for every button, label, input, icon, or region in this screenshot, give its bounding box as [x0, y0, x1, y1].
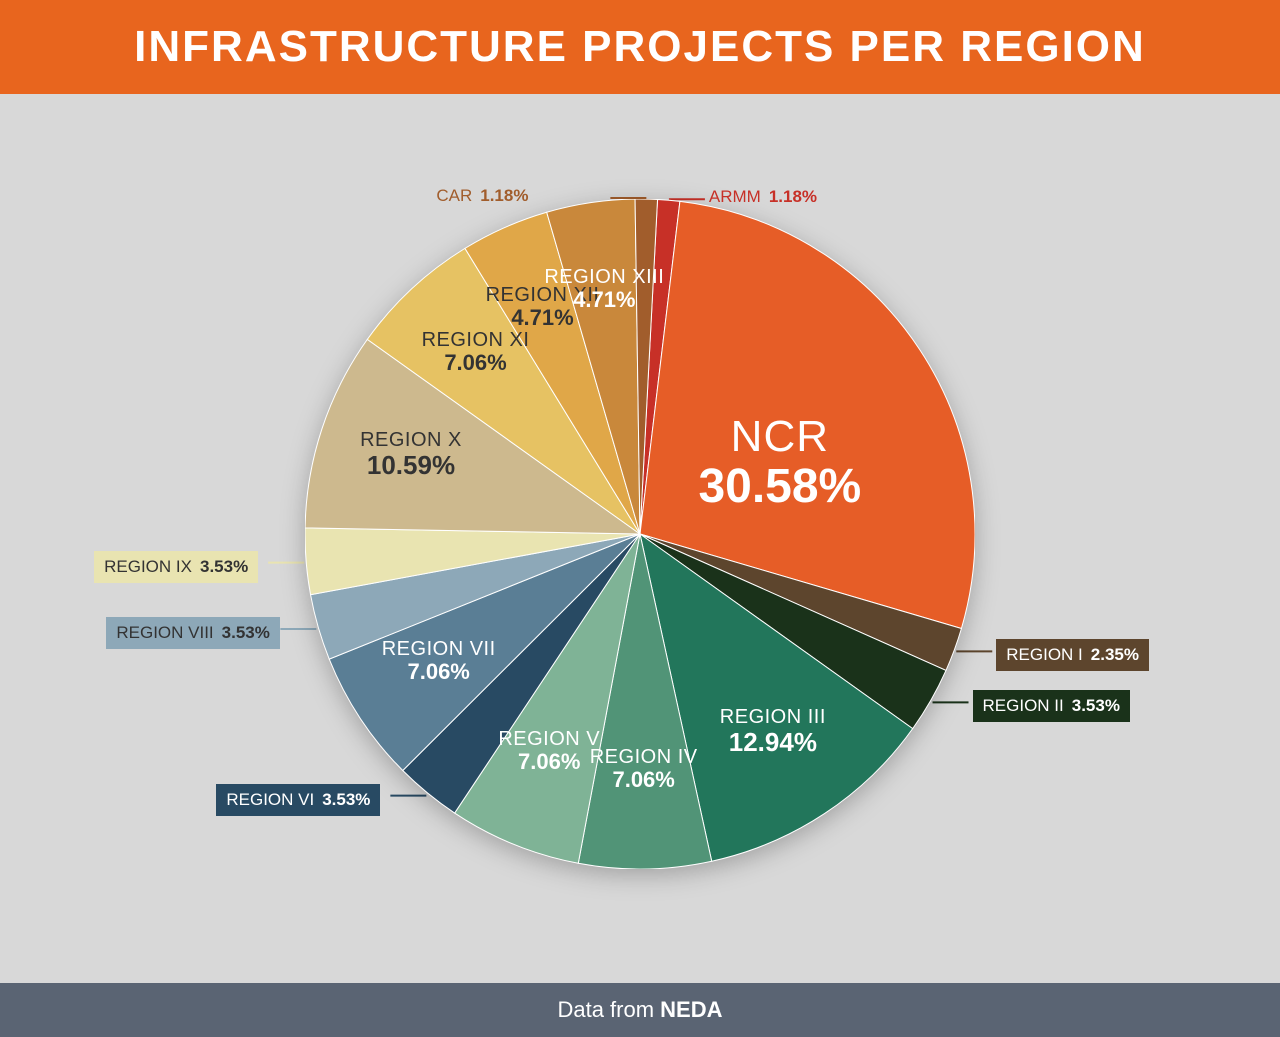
external-label: REGION VI3.53%	[216, 784, 380, 816]
pie-chart	[305, 199, 975, 869]
external-label: ARMM1.18%	[709, 187, 817, 207]
external-label: REGION IX3.53%	[94, 551, 258, 583]
footer-prefix: Data from	[557, 997, 660, 1022]
external-label: REGION II3.53%	[973, 690, 1130, 722]
external-label: REGION I2.35%	[996, 639, 1149, 671]
data-source-footer: Data from NEDA	[0, 983, 1280, 1037]
chart-title: INFRASTRUCTURE PROJECTS PER REGION	[0, 0, 1280, 94]
external-label: REGION VIII3.53%	[106, 617, 280, 649]
external-label: CAR1.18%	[436, 186, 528, 206]
chart-area: NCR30.58%REGION III12.94%REGION IV7.06%R…	[0, 94, 1280, 974]
footer-source: NEDA	[660, 997, 722, 1022]
